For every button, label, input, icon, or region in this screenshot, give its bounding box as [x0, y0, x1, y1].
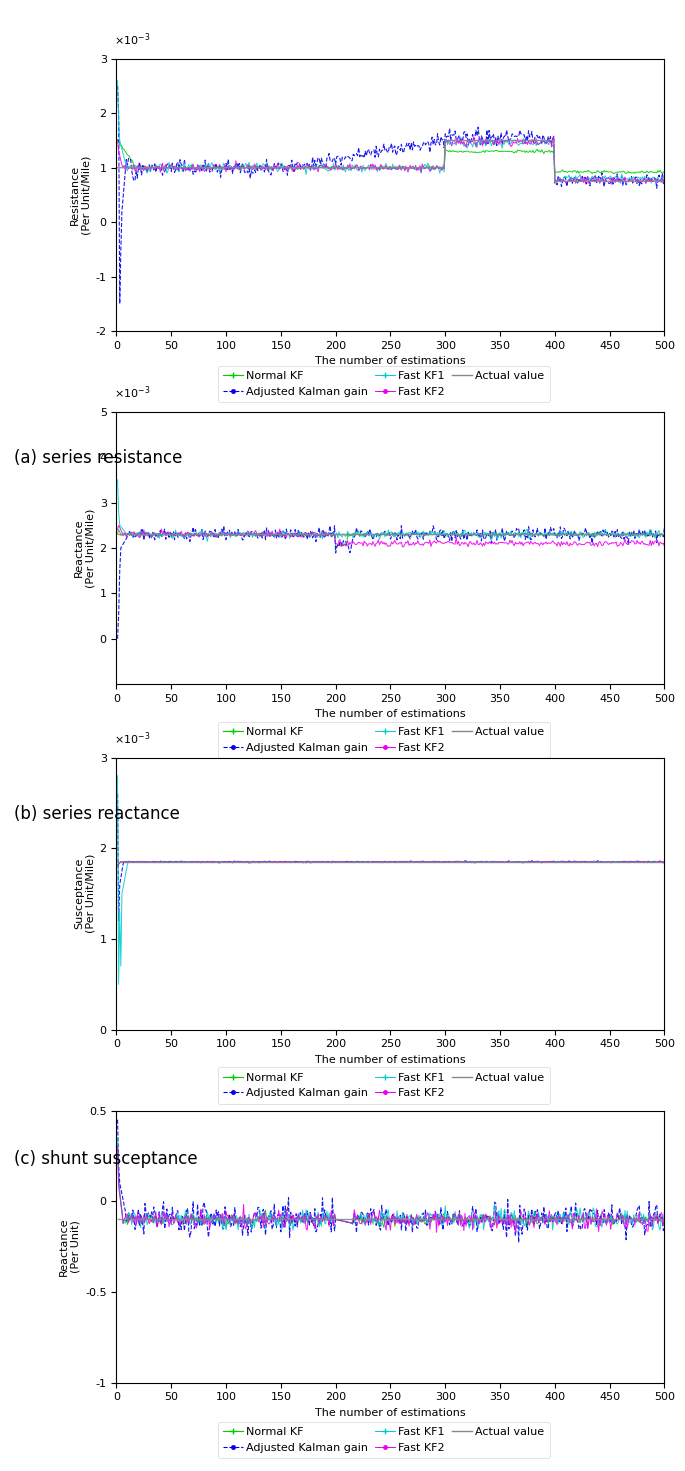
X-axis label: The number of estimations: The number of estimations — [315, 1408, 466, 1418]
Legend: Normal KF, Adjusted Kalman gain, Fast KF1, Fast KF2, Actual value: Normal KF, Adjusted Kalman gain, Fast KF… — [218, 366, 549, 402]
Text: $\times10^{-3}$: $\times10^{-3}$ — [114, 384, 150, 402]
Legend: Normal KF, Adjusted Kalman gain, Fast KF1, Fast KF2, Actual value: Normal KF, Adjusted Kalman gain, Fast KF… — [218, 1068, 549, 1103]
Text: $\times10^{-3}$: $\times10^{-3}$ — [114, 31, 150, 49]
Y-axis label: Resistance
(Per Unit/Mile): Resistance (Per Unit/Mile) — [70, 156, 91, 234]
X-axis label: The number of estimations: The number of estimations — [315, 1055, 466, 1065]
Text: (a) series resistance: (a) series resistance — [14, 449, 182, 466]
Y-axis label: Susceptance
(Per Unit/Mile): Susceptance (Per Unit/Mile) — [74, 855, 95, 933]
Text: $\times10^{-3}$: $\times10^{-3}$ — [114, 730, 150, 747]
Y-axis label: Reactance
(Per Unit/Mile): Reactance (Per Unit/Mile) — [74, 509, 95, 587]
X-axis label: The number of estimations: The number of estimations — [315, 709, 466, 719]
Text: (c) shunt susceptance: (c) shunt susceptance — [14, 1150, 197, 1168]
X-axis label: The number of estimations: The number of estimations — [315, 356, 466, 366]
Text: (b) series reactance: (b) series reactance — [14, 805, 179, 822]
Y-axis label: Reactance
(Per Unit): Reactance (Per Unit) — [60, 1218, 81, 1275]
Legend: Normal KF, Adjusted Kalman gain, Fast KF1, Fast KF2, Actual value: Normal KF, Adjusted Kalman gain, Fast KF… — [218, 1422, 549, 1458]
Legend: Normal KF, Adjusted Kalman gain, Fast KF1, Fast KF2, Actual value: Normal KF, Adjusted Kalman gain, Fast KF… — [218, 722, 549, 758]
